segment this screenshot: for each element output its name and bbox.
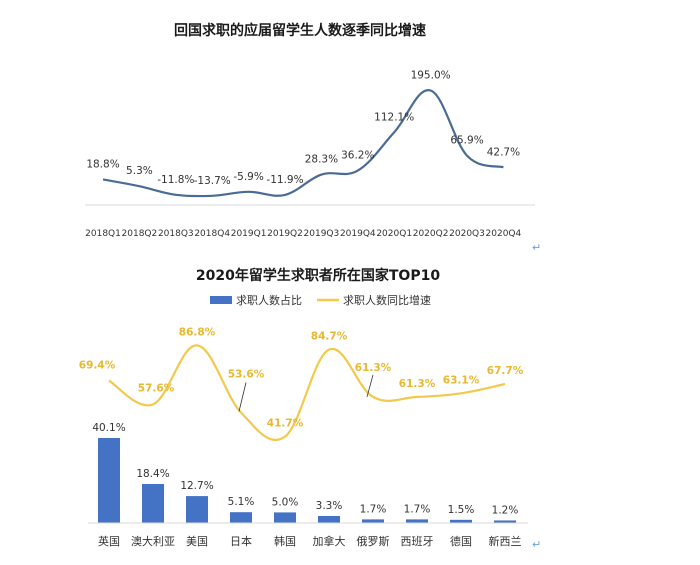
- legend-label-line: 求职人数同比增速: [343, 293, 431, 307]
- legend-label-bar: 求职人数占比: [236, 293, 302, 307]
- chart-2-growth-line: [108, 344, 506, 442]
- chart-1-data-label: 5.3%: [126, 165, 153, 177]
- chart-2-x-tick-label: 德国: [450, 534, 472, 548]
- chart-1-data-label: 65.9%: [450, 135, 483, 147]
- chart-2-bar: [362, 519, 384, 523]
- chart-1-x-tick-label: 2019Q4: [340, 229, 376, 239]
- chart-2-x-tick-label: 英国: [98, 534, 120, 548]
- chart-1-x-tick-label: 2020Q3: [449, 229, 485, 239]
- chart-2-line-label: 61.3%: [399, 378, 436, 390]
- chart-2-bar-label: 12.7%: [180, 480, 213, 492]
- chart-2-bar-label: 1.5%: [448, 504, 475, 516]
- chart-1-x-tick-label: 2018Q1: [85, 229, 121, 239]
- chart-2-bar: [98, 438, 120, 523]
- legend-swatch-bar: [210, 296, 232, 304]
- chart-1-data-label: 18.8%: [86, 158, 119, 170]
- chart-2-line-label: 84.7%: [311, 331, 348, 343]
- chart-2-bar-label: 5.1%: [228, 496, 255, 508]
- chart-2-x-tick-label: 澳大利亚: [131, 534, 175, 548]
- chart-1-x-tick-label: 2020Q1: [376, 229, 412, 239]
- chart-2-x-tick-label: 美国: [186, 535, 208, 548]
- chart-2-line-label: 67.7%: [487, 365, 524, 377]
- chart-2-line-label: 63.1%: [443, 374, 480, 386]
- chart-1-data-label: 42.7%: [487, 146, 520, 158]
- chart-1-x-tick-label: 2019Q3: [304, 229, 340, 239]
- chart-1-title: 回国求职的应届留学生人数逐季同比增速: [174, 22, 426, 39]
- chart-2-x-tick-label: 韩国: [274, 534, 296, 548]
- chart-2-end-mark: ↵: [532, 538, 541, 551]
- chart-2-leader-line: [238, 382, 247, 412]
- chart-2: 2020年留学生求职者所在国家TOP10 求职人数占比 求职人数同比增速 40.…: [79, 267, 541, 551]
- chart-2-leader-line: [366, 374, 374, 398]
- chart-1-x-tick-label: 2018Q4: [194, 229, 230, 239]
- chart-2-legend: 求职人数占比 求职人数同比增速: [210, 293, 431, 307]
- chart-2-bar-label: 1.7%: [404, 503, 431, 515]
- chart-2-x-tick-label: 日本: [230, 534, 252, 548]
- chart-2-bar: [318, 516, 340, 523]
- chart-1-series-line: [102, 89, 504, 198]
- chart-2-line-label: 86.8%: [179, 326, 216, 338]
- chart-1-data-label: -11.8%: [157, 174, 194, 186]
- chart-2-line-label: 61.3%: [355, 362, 392, 374]
- chart-2-bar-label: 3.3%: [316, 500, 343, 512]
- chart-2-bar: [274, 512, 296, 523]
- chart-2-bar-label: 18.4%: [136, 468, 169, 480]
- chart-2-bar-label: 5.0%: [272, 496, 299, 508]
- chart-2-bar: [186, 496, 208, 523]
- chart-1-data-label: -5.9%: [233, 171, 263, 183]
- chart-2-x-tick-label: 俄罗斯: [357, 535, 390, 548]
- chart-2-bar: [450, 519, 472, 523]
- chart-2-line-label: 69.4%: [79, 360, 116, 372]
- chart-2-bar: [142, 483, 164, 523]
- chart-1-data-label: -13.7%: [194, 175, 231, 187]
- chart-1-x-tick-label: 2020Q2: [413, 229, 449, 239]
- chart-2-line-label: 53.6%: [228, 369, 265, 381]
- chart-1-x-tick-label: 2019Q2: [267, 229, 303, 239]
- chart-2-bar: [494, 520, 516, 523]
- chart-2-line-label: 41.7%: [267, 418, 304, 430]
- chart-1-data-label: 112.1%: [374, 111, 414, 123]
- chart-1-data-label: 195.0%: [411, 70, 451, 82]
- chart-2-line-label: 57.6%: [138, 382, 175, 394]
- chart-1-data-label: 28.3%: [305, 154, 338, 166]
- chart-1-end-mark: ↵: [532, 241, 541, 254]
- chart-2-x-tick-label: 西班牙: [401, 535, 434, 548]
- chart-2-x-tick-label: 加拿大: [313, 534, 346, 548]
- chart-2-title: 2020年留学生求职者所在国家TOP10: [196, 267, 440, 284]
- chart-1-data-label: 36.2%: [341, 150, 374, 162]
- chart-1-x-tick-label: 2018Q2: [122, 229, 158, 239]
- chart-2-bar: [406, 519, 428, 523]
- chart-2-x-tick-label: 新西兰: [489, 534, 522, 548]
- chart-1: 回国求职的应届留学生人数逐季同比增速 18.8% 5.3% -11.8% -13.7%…: [85, 22, 541, 254]
- chart-2-bar-label: 1.7%: [360, 503, 387, 515]
- chart-2-bar-label: 1.2%: [492, 504, 519, 516]
- chart-1-x-tick-label: 2019Q1: [231, 229, 267, 239]
- chart-1-x-tick-label: 2020Q4: [486, 229, 522, 239]
- chart-2-bar: [230, 512, 252, 523]
- chart-1-x-tick-label: 2018Q3: [158, 229, 194, 239]
- chart-2-bar-label: 40.1%: [92, 422, 125, 434]
- chart-1-data-label: -11.9%: [266, 174, 303, 186]
